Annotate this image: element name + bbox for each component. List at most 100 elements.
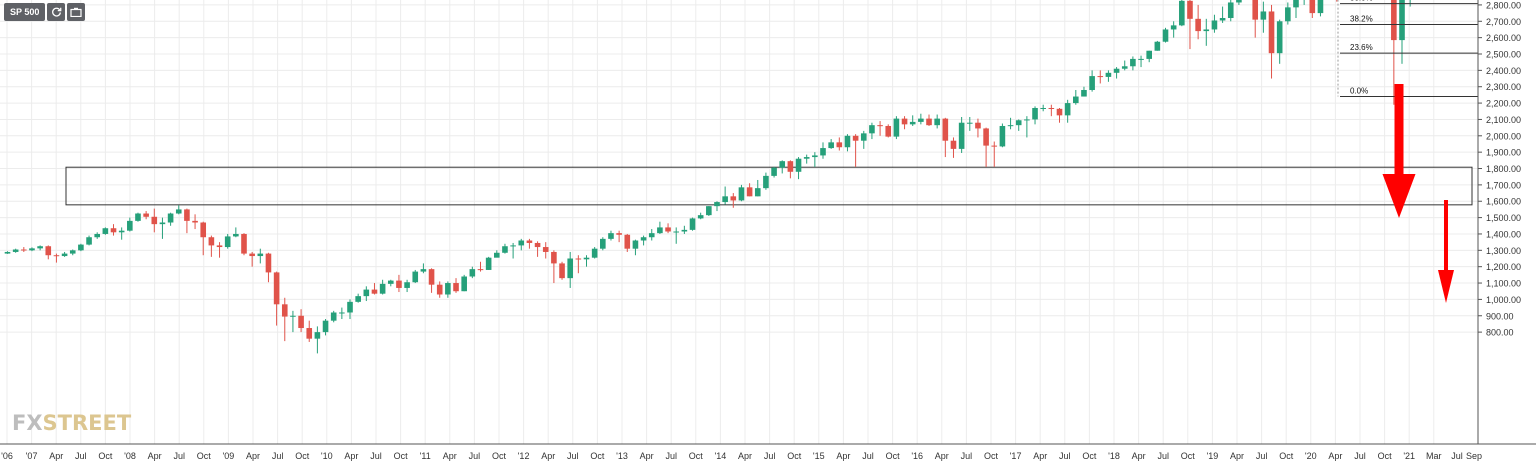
candle-body xyxy=(526,240,533,243)
x-tick-label: '07 xyxy=(26,451,38,461)
candle-body xyxy=(909,121,916,125)
candle-body xyxy=(428,269,435,285)
x-tick-label: '18 xyxy=(1108,451,1120,461)
x-tick-label: Oct xyxy=(689,451,704,461)
x-tick-label: Apr xyxy=(640,451,654,461)
candle-body xyxy=(1187,0,1193,19)
candle-body xyxy=(1195,18,1201,32)
y-tick-label: 2,200.00 xyxy=(1486,99,1521,109)
candle-body xyxy=(436,284,443,295)
x-tick-label: '20 xyxy=(1305,451,1317,461)
candle-body xyxy=(151,216,158,225)
fib-label: 38.2% xyxy=(1350,15,1373,24)
candle-body xyxy=(1293,0,1299,8)
candle-body xyxy=(697,215,704,219)
candle-body xyxy=(975,122,981,129)
candle-body xyxy=(795,158,802,172)
x-tick-label: Apr xyxy=(541,451,555,461)
candle-body xyxy=(640,237,647,241)
candle-body xyxy=(1146,50,1152,59)
candle-body xyxy=(926,118,932,126)
candle-body xyxy=(363,289,370,297)
candle-body xyxy=(37,246,43,249)
candle-body xyxy=(1073,96,1079,104)
candle-body xyxy=(706,206,712,216)
candle-body xyxy=(1391,0,1397,41)
x-axis: '06 '07 Apr Jul Oct '08 Apr Jul Oct '09 Apr Jul Oct '… xyxy=(0,443,1536,461)
candle-body xyxy=(86,237,92,245)
x-tick-label: Oct xyxy=(1279,451,1294,461)
candle-body xyxy=(1024,119,1030,121)
candle-body xyxy=(722,196,728,203)
x-tick-label: '21 xyxy=(1403,451,1415,461)
x-tick-label: Jul xyxy=(862,451,874,461)
candle-body xyxy=(820,148,826,156)
candle-body xyxy=(339,312,345,314)
candle-body xyxy=(803,157,810,159)
candle-body xyxy=(608,233,614,239)
candle-body xyxy=(233,233,239,237)
candle-body xyxy=(860,133,867,141)
y-tick-label: 1,200.00 xyxy=(1486,262,1521,272)
x-tick-label: Oct xyxy=(984,451,999,461)
y-tick-label: 2,500.00 xyxy=(1486,50,1521,60)
x-tick-label: Oct xyxy=(98,451,113,461)
symbol-label[interactable]: SP 500 xyxy=(4,3,46,21)
candle-body xyxy=(135,213,141,221)
candle-body xyxy=(45,246,52,256)
candle-body xyxy=(1007,125,1014,127)
candle-body xyxy=(1285,7,1291,22)
candle-body xyxy=(681,229,688,232)
y-tick-label: 1,600.00 xyxy=(1486,197,1521,207)
x-tick-label: Apr xyxy=(246,451,260,461)
refresh-icon[interactable] xyxy=(47,3,66,21)
candle-body xyxy=(624,234,631,249)
candle-body xyxy=(575,258,582,260)
support-zone xyxy=(65,166,1473,206)
candle-body xyxy=(1236,0,1242,3)
candle-body xyxy=(616,233,622,235)
x-tick-label: Jul xyxy=(272,451,284,461)
x-tick-label: Jul xyxy=(1451,451,1463,461)
x-tick-label: '16 xyxy=(911,451,923,461)
x-tick-label: Oct xyxy=(590,451,605,461)
x-tick-label: '13 xyxy=(616,451,628,461)
candle-body xyxy=(869,125,875,134)
y-tick-label: 2,000.00 xyxy=(1486,131,1521,141)
candle-body xyxy=(689,218,696,230)
camera-icon[interactable] xyxy=(67,3,86,21)
candle-body xyxy=(110,228,117,233)
candle-body xyxy=(1211,20,1218,30)
y-tick-label: 1,500.00 xyxy=(1486,213,1521,223)
y-tick-label: 2,600.00 xyxy=(1486,33,1521,43)
candle-body xyxy=(379,283,386,294)
y-tick-label: 900.00 xyxy=(1486,311,1514,321)
candle-body xyxy=(836,142,843,148)
candle-body xyxy=(1317,0,1324,14)
y-tick-label: 2,400.00 xyxy=(1486,66,1521,76)
y-tick-label: 1,300.00 xyxy=(1486,246,1521,256)
candle-body xyxy=(330,312,337,321)
candle-body xyxy=(991,145,998,147)
candle-body xyxy=(559,263,565,279)
candle-body xyxy=(534,242,541,248)
x-tick-label: Apr xyxy=(1230,451,1244,461)
candle-body xyxy=(787,161,794,172)
candle-body xyxy=(184,209,190,221)
candle-body xyxy=(542,247,549,252)
candle-body xyxy=(901,118,908,125)
candle-body xyxy=(999,125,1006,147)
candle-body xyxy=(102,228,109,234)
candle-body xyxy=(216,245,223,248)
candle-body xyxy=(632,240,639,249)
candle-body xyxy=(12,249,19,252)
candle-body xyxy=(469,269,476,277)
candle-body xyxy=(1113,68,1120,73)
red-arrow-small xyxy=(1438,200,1454,303)
x-tick-label: Apr xyxy=(1033,451,1047,461)
x-tick-label: Jul xyxy=(1354,451,1366,461)
y-tick-label: 1,000.00 xyxy=(1486,295,1521,305)
candle-body xyxy=(281,304,288,317)
candle-body xyxy=(290,315,296,317)
